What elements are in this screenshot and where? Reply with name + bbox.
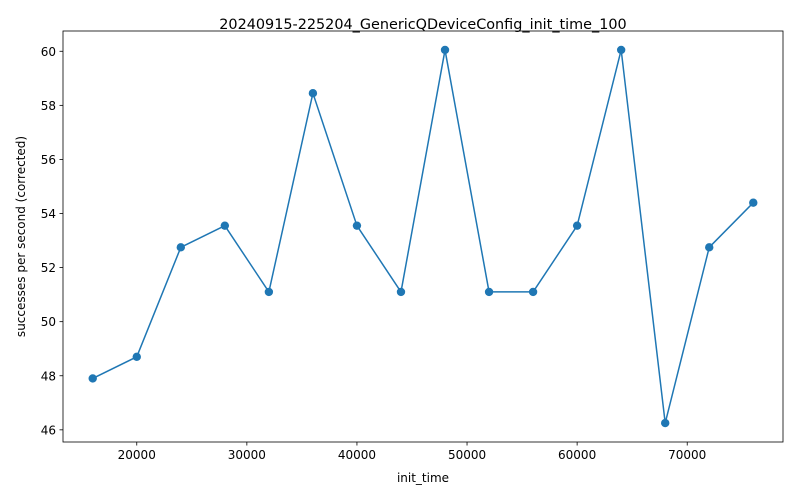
data-point [705,243,714,252]
y-tick-label: 52 [41,261,56,275]
data-point [572,221,582,230]
x-tick-label: 70000 [668,448,706,462]
data-point [176,243,185,252]
data-point [440,45,450,55]
data-point [308,88,318,98]
plot-frame [62,30,784,443]
y-tick-label: 46 [41,423,56,437]
data-point [352,221,362,230]
data-point [749,198,758,207]
data-point [132,352,141,362]
data-point [220,221,230,230]
y-tick-label: 56 [41,153,56,167]
x-tick-label: 60000 [558,448,596,462]
x-axis-ticks: 20000 30000 40000 50000 60000 70000 [118,442,706,462]
data-point [396,287,406,297]
y-tick-label: 50 [41,315,56,329]
y-tick-label: 58 [41,99,56,113]
y-tick-label: 54 [41,207,56,221]
data-point [88,374,97,383]
x-tick-label: 40000 [338,448,376,462]
y-tick-label: 48 [41,369,56,383]
y-axis-ticks: 46 48 50 52 54 56 58 60 [41,45,63,437]
series-line [92,49,754,424]
data-point [661,418,670,428]
data-point [484,287,494,297]
series-layer [88,45,758,428]
data-point [528,287,538,297]
data-point [616,45,626,55]
data-point [264,287,274,297]
x-tick-label: 50000 [448,448,486,462]
x-axis-title: init_time [397,471,449,485]
chart-title: 20240915-225204_GenericQDeviceConfig_ini… [219,17,626,33]
x-tick-label: 30000 [228,448,266,462]
y-axis-title: successes per second (corrected) [14,136,28,337]
y-tick-label: 60 [41,45,56,59]
x-tick-label: 20000 [118,448,156,462]
